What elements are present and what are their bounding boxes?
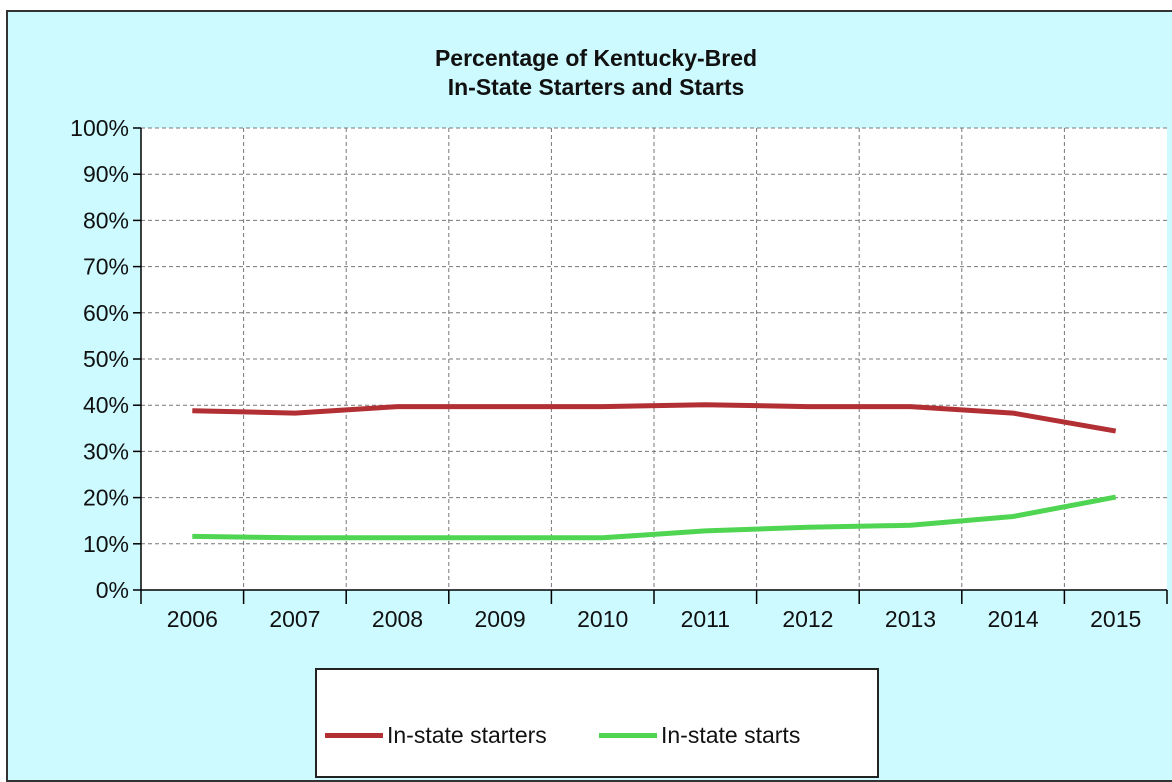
- x-tick-label: 2007: [269, 606, 320, 632]
- y-tick-label: 70%: [83, 254, 129, 280]
- y-tick-label: 100%: [70, 115, 129, 141]
- y-tick-label: 60%: [83, 300, 129, 326]
- legend-label-starters: In-state starters: [387, 722, 547, 748]
- chart-title-line-2: In-State Starters and Starts: [447, 74, 745, 100]
- x-tick-label: 2010: [577, 606, 628, 632]
- y-tick-label: 20%: [83, 485, 129, 511]
- legend-swatch-starters: [325, 733, 383, 738]
- y-tick-label: 40%: [83, 392, 129, 418]
- x-tick-label: 2009: [475, 606, 526, 632]
- chart-title: Percentage of Kentucky-Bred In-State Sta…: [0, 44, 1172, 102]
- x-tick-label: 2013: [885, 606, 936, 632]
- legend: In-state starters In-state starts: [315, 668, 879, 778]
- x-tick-label: 2011: [681, 606, 730, 632]
- y-tick-label: 50%: [83, 346, 129, 372]
- y-tick-label: 0%: [96, 577, 129, 603]
- legend-item-starters: In-state starters: [325, 722, 547, 749]
- x-tick-label: 2008: [372, 606, 423, 632]
- y-tick-label: 90%: [83, 161, 129, 187]
- x-tick-label: 2015: [1090, 606, 1141, 632]
- legend-label-starts: In-state starts: [661, 722, 801, 748]
- y-tick-label: 10%: [83, 531, 129, 557]
- series-line-starters: [192, 402, 1117, 434]
- y-tick-label: 80%: [83, 207, 129, 233]
- x-tick-label: 2006: [167, 606, 218, 632]
- x-tick-label: 2012: [782, 606, 833, 632]
- y-tick-label: 30%: [83, 438, 129, 464]
- chart-title-line-1: Percentage of Kentucky-Bred: [434, 45, 758, 71]
- legend-item-starts: In-state starts: [599, 722, 800, 749]
- series-line-starts: [192, 494, 1117, 541]
- legend-swatch-starts: [599, 733, 657, 738]
- x-tick-label: 2014: [988, 606, 1039, 632]
